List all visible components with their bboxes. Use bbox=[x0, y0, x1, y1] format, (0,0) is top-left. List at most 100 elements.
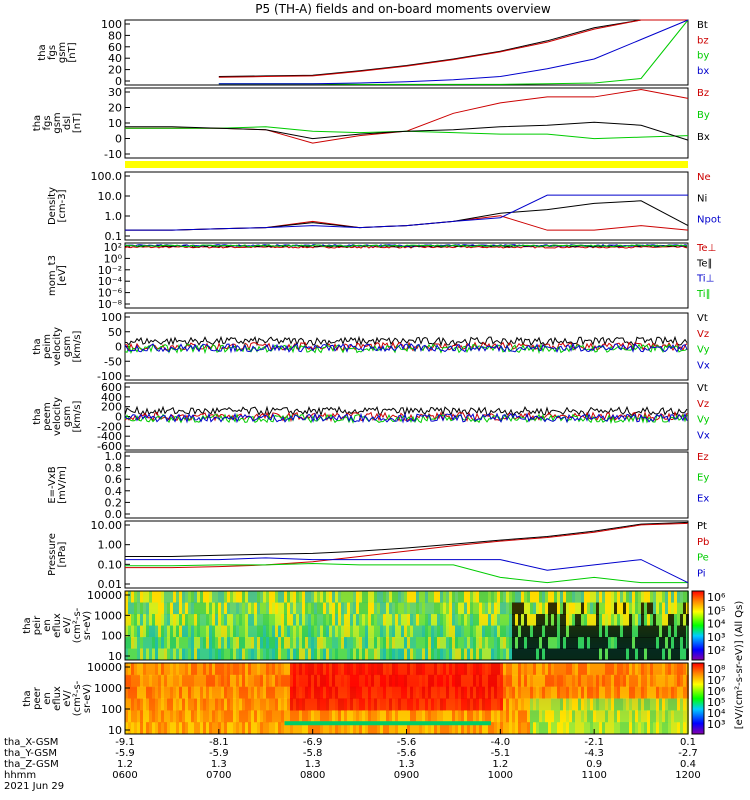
spectrogram-cell bbox=[341, 591, 344, 603]
spectrogram-cell bbox=[575, 637, 578, 649]
spectrogram-cell bbox=[233, 614, 236, 626]
spectrogram-cell bbox=[647, 686, 650, 699]
spectrogram-cell bbox=[335, 710, 338, 723]
spectrogram-cell bbox=[212, 722, 215, 735]
spectrogram-cell bbox=[524, 637, 527, 649]
spectrogram-cell bbox=[167, 602, 170, 615]
colorbar-tick: 10⁷ bbox=[707, 674, 725, 687]
spectrogram-cell bbox=[305, 625, 308, 638]
spectrogram-cell bbox=[194, 591, 197, 603]
legend-Vt: Vt bbox=[697, 313, 708, 324]
spectrogram-cell bbox=[665, 637, 668, 649]
y-tick-label: 20 bbox=[108, 64, 122, 77]
spectrogram-cell bbox=[590, 710, 593, 723]
spectrogram-cell bbox=[464, 722, 467, 735]
spectrogram-cell bbox=[575, 614, 578, 626]
spectrogram-cell bbox=[311, 674, 314, 688]
spectrogram-cell bbox=[458, 686, 461, 699]
spectrogram-cell bbox=[404, 648, 407, 661]
spectrogram-cell bbox=[632, 591, 635, 603]
spectrogram-cell bbox=[389, 625, 392, 638]
spectrogram-cell bbox=[533, 625, 536, 638]
spectrogram-cell bbox=[416, 591, 419, 603]
spectrogram-cell bbox=[590, 722, 593, 735]
spectrogram-cell bbox=[452, 648, 455, 661]
spectrogram-cell bbox=[254, 591, 257, 603]
spectrogram-cell bbox=[368, 674, 371, 688]
spectrogram-cell bbox=[188, 686, 191, 699]
spectrogram-cell bbox=[155, 614, 158, 626]
spectrogram-cell bbox=[440, 591, 443, 603]
spectrogram-cell bbox=[278, 625, 281, 638]
spectrogram-cell bbox=[578, 602, 581, 615]
spectrogram-cell bbox=[497, 722, 500, 735]
spectrogram-cell bbox=[683, 591, 686, 603]
spectrogram-cell bbox=[680, 722, 683, 735]
spectrogram-cell bbox=[239, 637, 242, 649]
spectrogram-cell bbox=[461, 602, 464, 615]
spectrogram-cell bbox=[182, 614, 185, 626]
spectrogram-cell bbox=[521, 663, 524, 676]
spectrogram-cell bbox=[425, 710, 428, 723]
spectrogram-cell bbox=[317, 663, 320, 676]
spectrogram-cell bbox=[389, 722, 392, 735]
spectrogram-cell bbox=[611, 674, 614, 688]
spectrogram-cell bbox=[668, 591, 671, 603]
spectrogram-cell bbox=[419, 648, 422, 661]
spectrogram-cell bbox=[230, 722, 233, 735]
spectrogram-cell bbox=[260, 686, 263, 699]
spectrogram-cell bbox=[617, 674, 620, 688]
spectrogram-cell bbox=[512, 674, 515, 688]
spectrogram-cell bbox=[452, 602, 455, 615]
spectrogram-cell bbox=[293, 614, 296, 626]
spectrogram-cell bbox=[203, 722, 206, 735]
spectrogram-cell bbox=[155, 625, 158, 638]
spectrogram-cell bbox=[410, 625, 413, 638]
spectrogram-cell bbox=[668, 722, 671, 735]
spectrogram-cell bbox=[599, 722, 602, 735]
spectrogram-cell bbox=[443, 602, 446, 615]
spectrogram-cell bbox=[626, 602, 629, 615]
spectrogram-cell bbox=[308, 722, 311, 735]
spectrogram-cell bbox=[404, 663, 407, 676]
spectrogram-cell bbox=[587, 722, 590, 735]
spectrogram-cell bbox=[425, 663, 428, 676]
spectrogram-cell bbox=[143, 722, 146, 735]
spectrogram-cell bbox=[506, 674, 509, 688]
panel-frame bbox=[124, 520, 689, 589]
spectrogram-cell bbox=[611, 710, 614, 723]
spectrogram-cell bbox=[482, 637, 485, 649]
spectrogram-cell bbox=[356, 698, 359, 711]
spectrogram-cell bbox=[593, 591, 596, 603]
spectrogram-cell bbox=[227, 591, 230, 603]
spectrogram-cell bbox=[659, 637, 662, 649]
spectrogram-cell bbox=[491, 686, 494, 699]
spectrogram-cell bbox=[299, 625, 302, 638]
spectrogram-cell bbox=[356, 602, 359, 615]
spectrogram-cell bbox=[533, 591, 536, 603]
spectrogram-cell bbox=[404, 710, 407, 723]
spectrogram-cell bbox=[350, 674, 353, 688]
ephem-row-label: hhmm bbox=[4, 770, 36, 781]
spectrogram-cell bbox=[449, 663, 452, 676]
spectrogram-cell bbox=[611, 602, 614, 615]
spectrogram-cell bbox=[584, 698, 587, 711]
spectrogram-cell bbox=[197, 710, 200, 723]
spectrogram-cell bbox=[149, 698, 152, 711]
spectrogram-cell bbox=[407, 637, 410, 649]
spectrogram-cell bbox=[227, 637, 230, 649]
spectrogram-cell bbox=[410, 663, 413, 676]
spectrogram-cell bbox=[572, 637, 575, 649]
spectrogram-cell bbox=[524, 625, 527, 638]
spectrogram-cell bbox=[308, 686, 311, 699]
spectrogram-cell bbox=[335, 648, 338, 661]
spectrogram-cell bbox=[179, 674, 182, 688]
spectrogram-cell bbox=[356, 625, 359, 638]
spectrogram-cell bbox=[437, 648, 440, 661]
spectrogram-cell bbox=[458, 625, 461, 638]
spectrogram-cell bbox=[362, 722, 365, 735]
spectrogram-cell bbox=[326, 637, 329, 649]
spectrogram-cell bbox=[242, 698, 245, 711]
spectrogram-cell bbox=[338, 698, 341, 711]
